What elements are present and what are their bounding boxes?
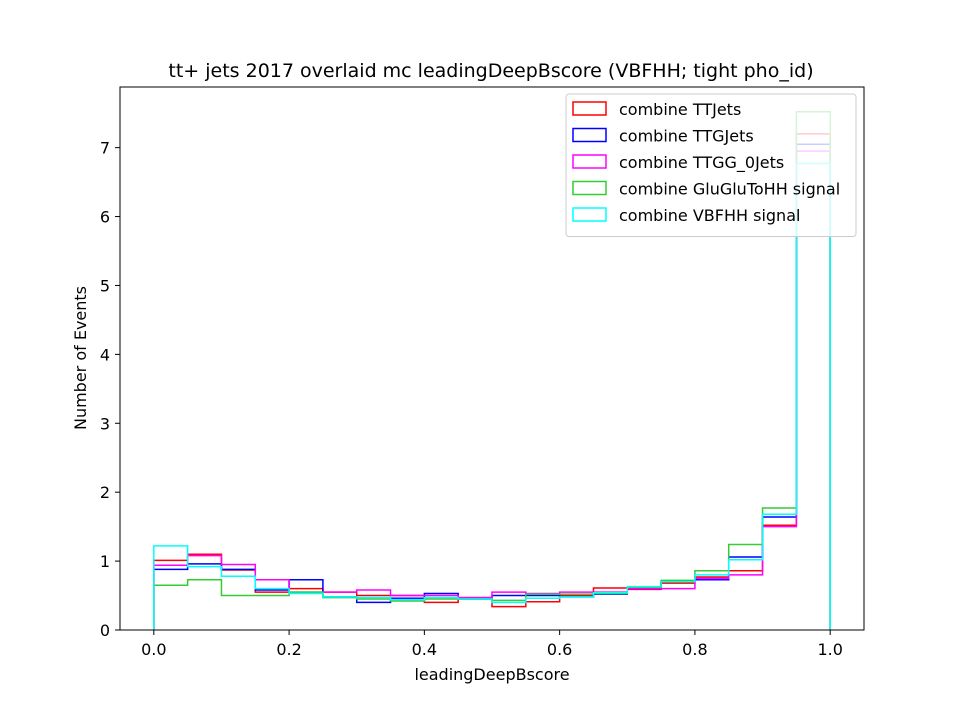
legend-label: combine VBFHH signal [619, 206, 800, 225]
legend-swatch [572, 127, 607, 143]
x-axis: 0.0 0.2 0.4 0.6 0.8 1.0 [141, 630, 843, 659]
y-tick-label: 3 [100, 414, 110, 433]
y-axis-label: Number of Events [71, 286, 90, 430]
y-tick-label: 7 [100, 139, 110, 158]
plot-frame [119, 86, 865, 631]
x-tick-label: 0.8 [682, 640, 707, 659]
legend-swatch [572, 180, 607, 196]
legend-label: combine TTGG_0Jets [619, 153, 784, 173]
legend-swatch [572, 207, 607, 222]
x-tick-label: 0.0 [141, 640, 166, 659]
x-tick-label: 1.0 [817, 640, 842, 659]
legend-label: combine TTGJets [619, 127, 754, 146]
series-line-4 [153, 162, 831, 630]
legend-label: combine TTJets [619, 100, 741, 119]
legend: combine TTJets combine TTGJets combine TTG… [565, 93, 857, 237]
x-tick-label: 0.6 [547, 640, 572, 659]
y-tick-label: 5 [100, 276, 110, 295]
y-axis: 0 1 2 3 4 5 6 7 [100, 139, 120, 640]
legend-box [565, 93, 857, 237]
legend-label: combine GluGluToHH signal [619, 180, 840, 199]
chart-title: tt+ jets 2017 overlaid mc leadingDeepBsc… [168, 60, 813, 82]
y-tick-label: 6 [100, 208, 110, 227]
x-tick-label: 0.2 [276, 640, 301, 659]
y-tick-label: 4 [100, 345, 110, 364]
x-axis-label: leadingDeepBscore [414, 665, 569, 684]
x-tick-label: 0.4 [412, 640, 437, 659]
y-tick-label: 0 [100, 621, 110, 640]
legend-swatch [572, 154, 607, 169]
series-layer [153, 111, 831, 630]
y-tick-label: 2 [100, 483, 110, 502]
legend-swatch [572, 101, 607, 116]
y-tick-label: 1 [100, 552, 110, 571]
